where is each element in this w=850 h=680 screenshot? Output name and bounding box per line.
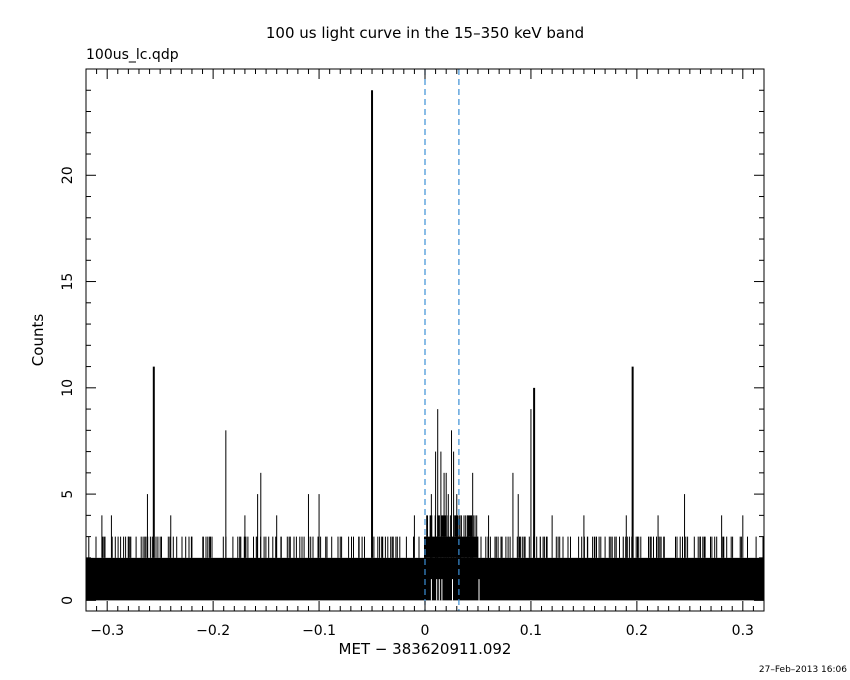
- x-tick-label: 0.1: [520, 623, 542, 639]
- plot-timestamp: 27–Feb–2013 16:06: [759, 665, 847, 675]
- x-tick-label: 0.3: [732, 623, 754, 639]
- chart-title: 100 us light curve in the 15–350 keV ban…: [266, 24, 584, 42]
- y-axis-label: Counts: [29, 314, 47, 367]
- y-tick-label: 0: [60, 596, 76, 605]
- y-tick-label: 20: [60, 166, 76, 184]
- x-tick-label: 0: [421, 623, 430, 639]
- y-tick-label: 10: [60, 379, 76, 397]
- axis-ticks: [85, 69, 765, 611]
- x-tick-label: −0.1: [302, 623, 336, 639]
- x-tick-labels: −0.3 −0.2 −0.1 0 0.1 0.2 0.3: [90, 623, 754, 639]
- y-tick-label: 5: [60, 490, 76, 499]
- y-tick-label: 15: [60, 273, 76, 291]
- x-tick-label: −0.3: [90, 623, 124, 639]
- x-tick-label: 0.2: [626, 623, 648, 639]
- x-axis-label: MET − 383620911.092: [339, 640, 512, 658]
- burst-gaps: [430, 579, 480, 601]
- time-markers: [424, 69, 460, 611]
- noise-spikes: [88, 536, 764, 558]
- x-tick-label: −0.2: [196, 623, 230, 639]
- chart-subtitle: 100us_lc.qdp: [86, 47, 179, 63]
- y-tick-labels: 0 5 10 15 20: [60, 166, 76, 604]
